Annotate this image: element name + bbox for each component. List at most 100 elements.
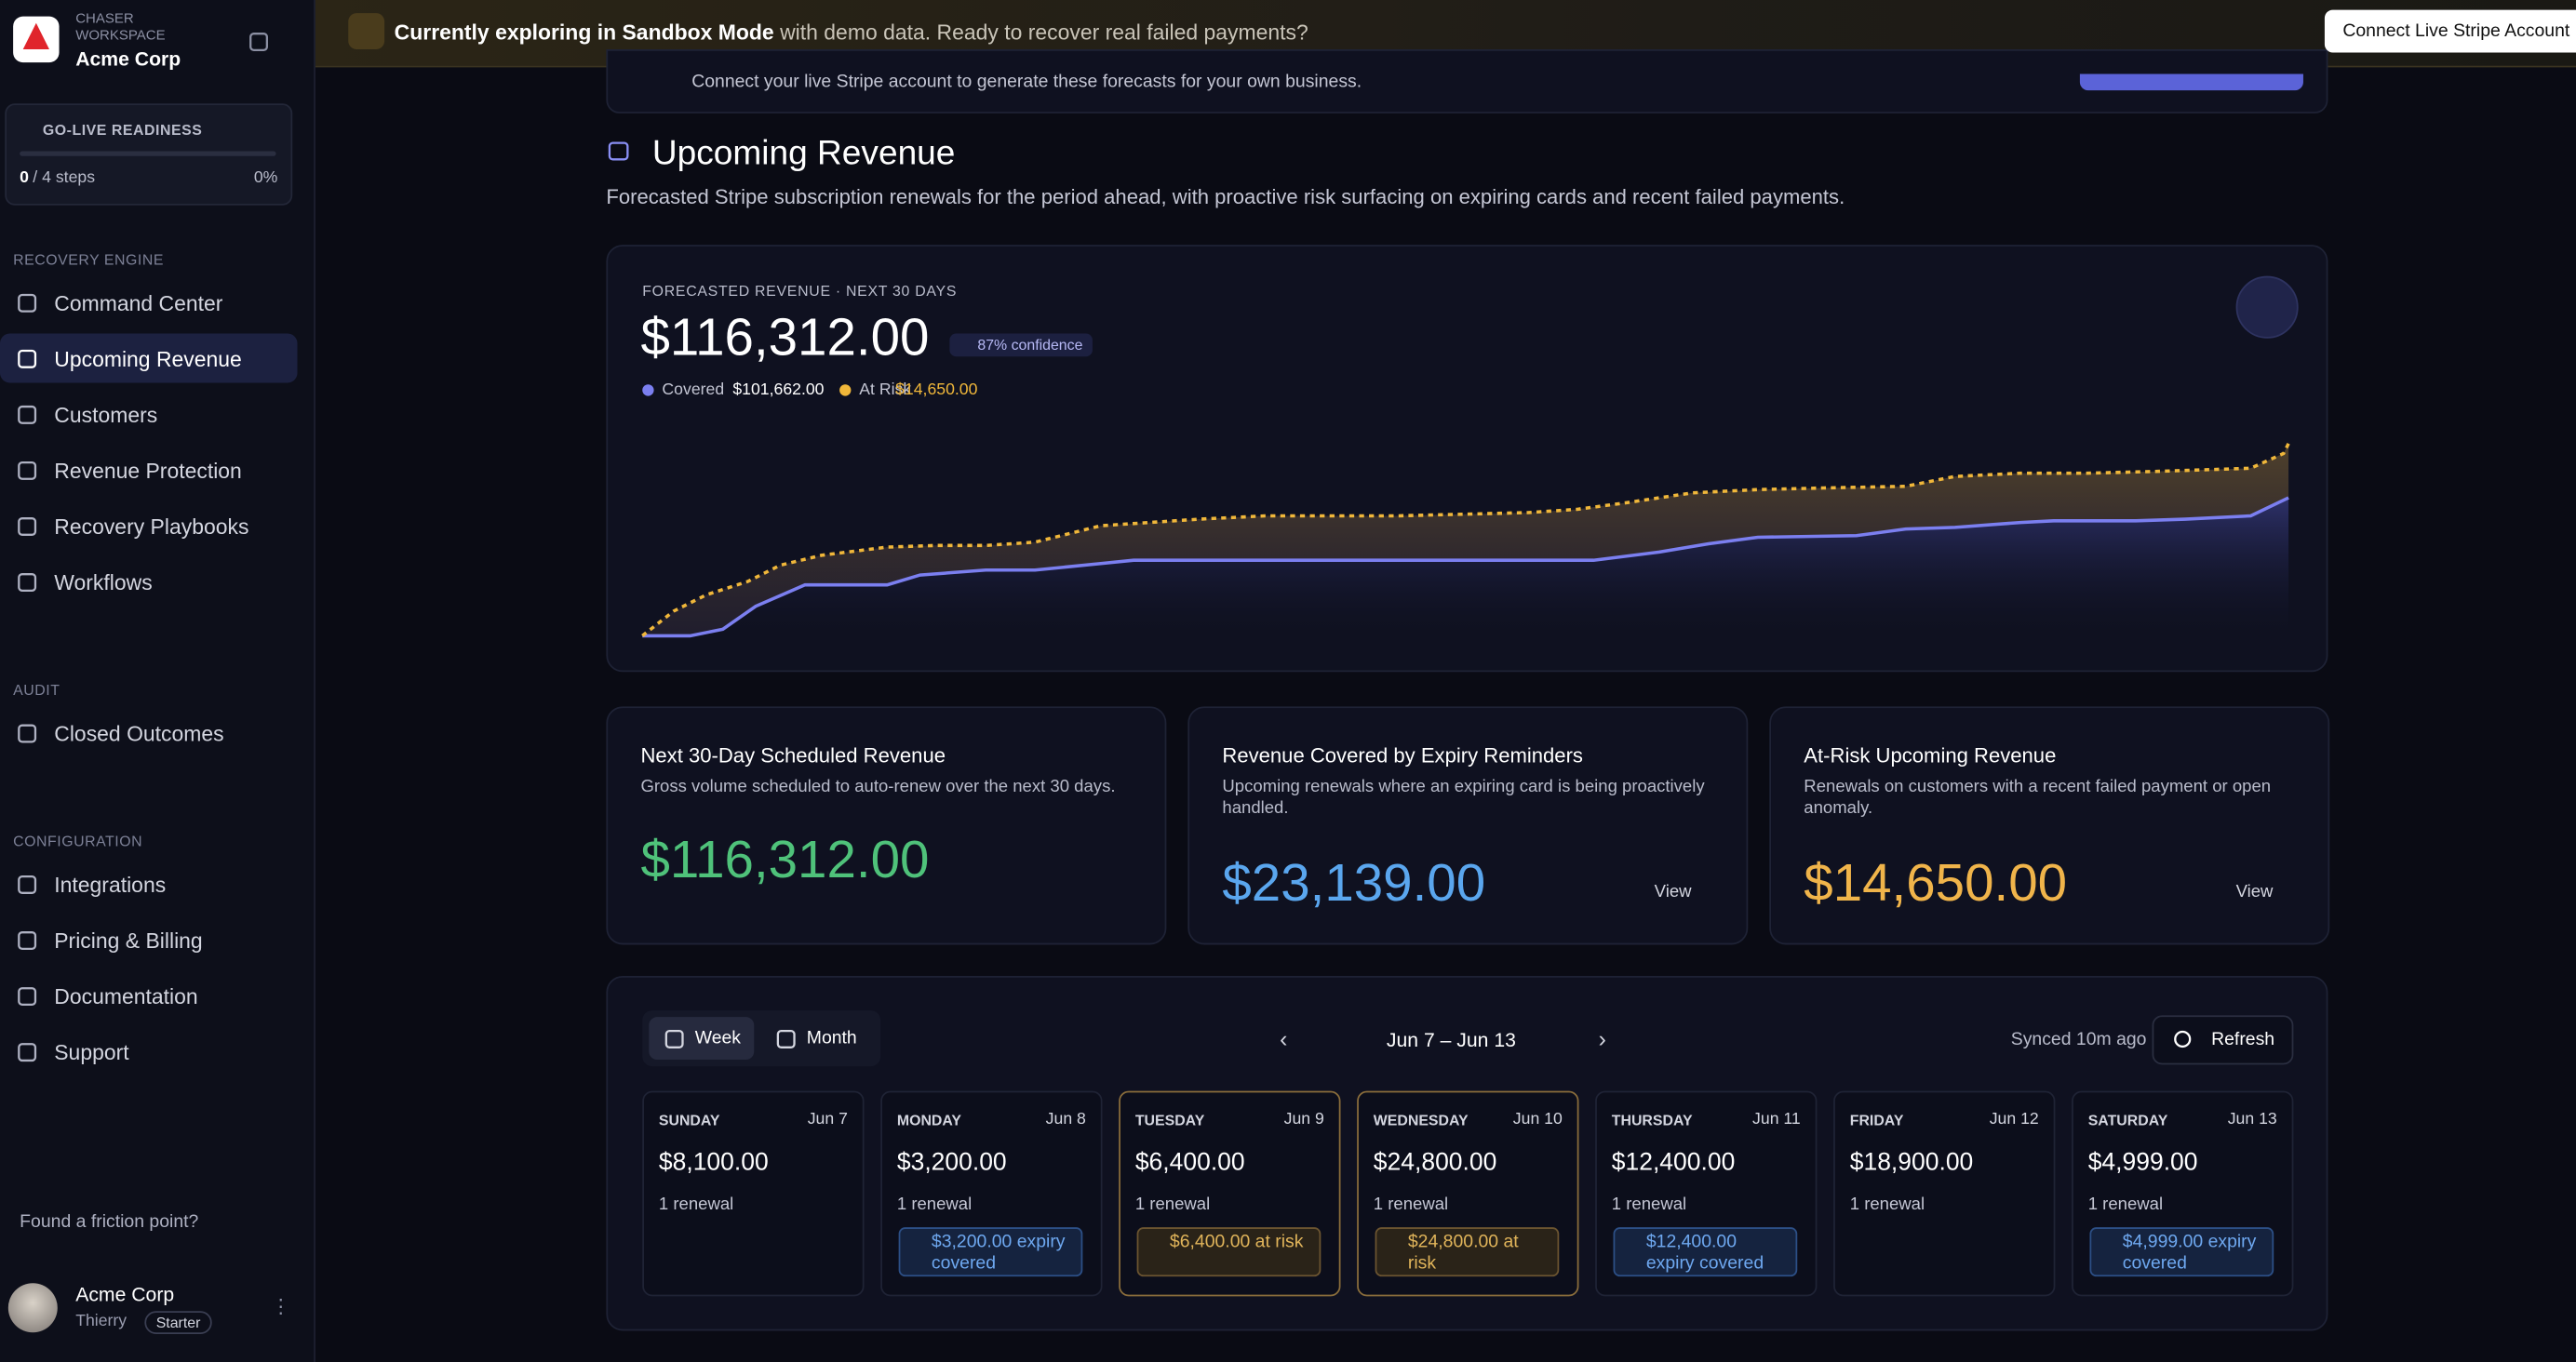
nav-label: Upcoming Revenue: [54, 345, 242, 371]
icon: [249, 33, 269, 52]
user-menu[interactable]: ⋮: [271, 1294, 291, 1318]
nav-label: Customers: [54, 401, 158, 427]
readiness-total: / 4 steps: [33, 168, 96, 188]
day-weekday: WEDNESDAY: [1373, 1112, 1469, 1129]
nav-item[interactable]: Workflows: [0, 557, 298, 607]
sidebar: [0, 0, 315, 1362]
nav-item[interactable]: Command Center: [0, 277, 298, 327]
icon: [18, 1042, 37, 1062]
day-date: Jun 12: [1989, 1110, 2039, 1129]
workspace-label: CHASER WORKSPACE: [75, 9, 166, 43]
legend-value: $101,662.00: [732, 381, 825, 400]
icon: [18, 516, 37, 536]
nav-item[interactable]: Recovery Playbooks: [0, 501, 298, 551]
connect-button[interactable]: Connect Live Stripe Account: [2324, 9, 2576, 53]
day-amount: $12,400.00: [1611, 1148, 1736, 1177]
banner-bold: Currently exploring in Sandbox Mode: [394, 20, 774, 45]
nav-item[interactable]: Revenue Protection: [0, 446, 298, 495]
day-renewals: 1 renewal: [896, 1194, 973, 1215]
day-card[interactable]: SUNDAY Jun 7 $8,100.00 1 renewal: [642, 1090, 865, 1297]
view-button[interactable]: Week: [649, 1017, 755, 1061]
day-card[interactable]: MONDAY Jun 8 $3,200.00 1 renewal $3,200.00 e…: [880, 1090, 1103, 1297]
day-card[interactable]: THURSDAY Jun 11 $12,400.00 1 renewal $12,400…: [1595, 1090, 1818, 1297]
forecast-chart-bg: [641, 443, 2290, 638]
nav-label: Integrations: [54, 871, 167, 897]
nav-label: Revenue Protection: [54, 457, 242, 483]
nav-item[interactable]: Closed Outcomes: [0, 708, 298, 757]
nav-item[interactable]: Documentation: [0, 971, 298, 1021]
refresh-button[interactable]: Refresh: [2152, 1015, 2294, 1065]
metric-card: At-Risk Upcoming Revenue Renewals on cust…: [1769, 706, 2330, 945]
day-card[interactable]: SATURDAY Jun 13 $4,999.00 1 renewal $4,999.0…: [2072, 1090, 2294, 1297]
day-badge: $12,400.00 expiry covered: [1613, 1227, 1798, 1277]
day-weekday: TUESDAY: [1134, 1112, 1205, 1129]
icon: [18, 986, 37, 1006]
logo: [13, 16, 60, 63]
icon: [18, 349, 37, 367]
risk-area: [642, 443, 2289, 636]
nav-item[interactable]: Customers: [0, 390, 298, 439]
day-renewals: 1 renewal: [1849, 1194, 1925, 1215]
nav-item[interactable]: Pricing & Billing: [0, 915, 298, 965]
day-card[interactable]: FRIDAY Jun 12 $18,900.00 1 renewal: [1833, 1090, 2056, 1297]
readiness-card[interactable]: GO-LIVE READINESS 0/ 4 steps 0%: [5, 103, 293, 206]
legend-dot: [642, 384, 654, 396]
next-button[interactable]: ›: [1598, 1024, 1606, 1052]
risk-line: [641, 443, 2290, 637]
day-date: Jun 7: [807, 1110, 848, 1129]
metric-title: Revenue Covered by Expiry Reminders: [1222, 743, 1583, 768]
nav-label: Documentation: [54, 982, 198, 1008]
workspace-name: Acme Corp: [75, 47, 181, 71]
metric-value: $23,139.00: [1222, 852, 1486, 913]
day-badge: $3,200.00 expiry covered: [898, 1227, 1083, 1277]
icon: [18, 930, 37, 950]
day-weekday: SUNDAY: [658, 1112, 720, 1129]
week-range: Jun 7 – Jun 13: [1386, 1028, 1516, 1052]
day-date: Jun 10: [1512, 1110, 1563, 1129]
nav-label: Pricing & Billing: [54, 927, 203, 953]
trend-button[interactable]: [2235, 275, 2299, 339]
logo-mark: [22, 22, 49, 49]
day-badge: $24,800.00 at risk: [1375, 1227, 1560, 1277]
day-renewals: 1 renewal: [1373, 1194, 1449, 1215]
readiness-percent: 0%: [253, 168, 278, 188]
legend-value: $14,650.00: [895, 381, 978, 400]
view-button[interactable]: Month: [760, 1017, 865, 1060]
user-person: Thierry: [75, 1313, 127, 1331]
metric-title: At-Risk Upcoming Revenue: [1804, 743, 2057, 768]
banner-icon: [348, 13, 385, 49]
nav-item[interactable]: Support: [0, 1027, 298, 1076]
avatar: [7, 1283, 58, 1333]
day-card[interactable]: WEDNESDAY Jun 10 $24,800.00 1 renewal $24,80…: [1357, 1090, 1579, 1297]
day-badge: $6,400.00 at risk: [1136, 1227, 1322, 1277]
day-weekday: MONDAY: [896, 1112, 962, 1129]
day-badge: $4,999.00 expiry covered: [2089, 1227, 2274, 1277]
page-subtitle: Forecasted Stripe subscription renewals …: [606, 185, 1845, 209]
day-card[interactable]: TUESDAY Jun 9 $6,400.00 1 renewal $6,400.00 …: [1119, 1090, 1341, 1297]
day-amount: $3,200.00: [896, 1148, 1007, 1177]
day-renewals: 1 renewal: [1134, 1194, 1211, 1215]
icon: [776, 1030, 796, 1048]
notice-button[interactable]: [2079, 73, 2303, 91]
metric-action[interactable]: View: [1654, 882, 1692, 902]
readiness-title: GO-LIVE READINESS: [42, 121, 203, 139]
day-date: Jun 8: [1045, 1110, 1086, 1129]
day-renewals: 1 renewal: [658, 1194, 734, 1215]
metric-action[interactable]: View: [2235, 882, 2274, 902]
metric-card: Revenue Covered by Expiry Reminders Upcom…: [1187, 706, 1749, 945]
feedback-link[interactable]: Found a friction point?: [20, 1212, 199, 1233]
metric-title: Next 30-Day Scheduled Revenue: [640, 743, 946, 768]
nav-item[interactable]: Upcoming Revenue: [0, 333, 298, 383]
day-renewals: 1 renewal: [1611, 1194, 1687, 1215]
readiness-bar: [20, 151, 276, 156]
nav-item[interactable]: Integrations: [0, 860, 298, 909]
page-title: Upcoming Revenue: [651, 134, 956, 173]
covered-area: [642, 498, 2289, 636]
prev-button[interactable]: ‹: [1280, 1024, 1288, 1052]
day-weekday: SATURDAY: [2087, 1112, 2168, 1129]
icon: [664, 1030, 684, 1048]
day-date: Jun 11: [1752, 1110, 1801, 1129]
day-amount: $8,100.00: [658, 1148, 769, 1177]
metric-value: $14,650.00: [1804, 852, 2068, 913]
